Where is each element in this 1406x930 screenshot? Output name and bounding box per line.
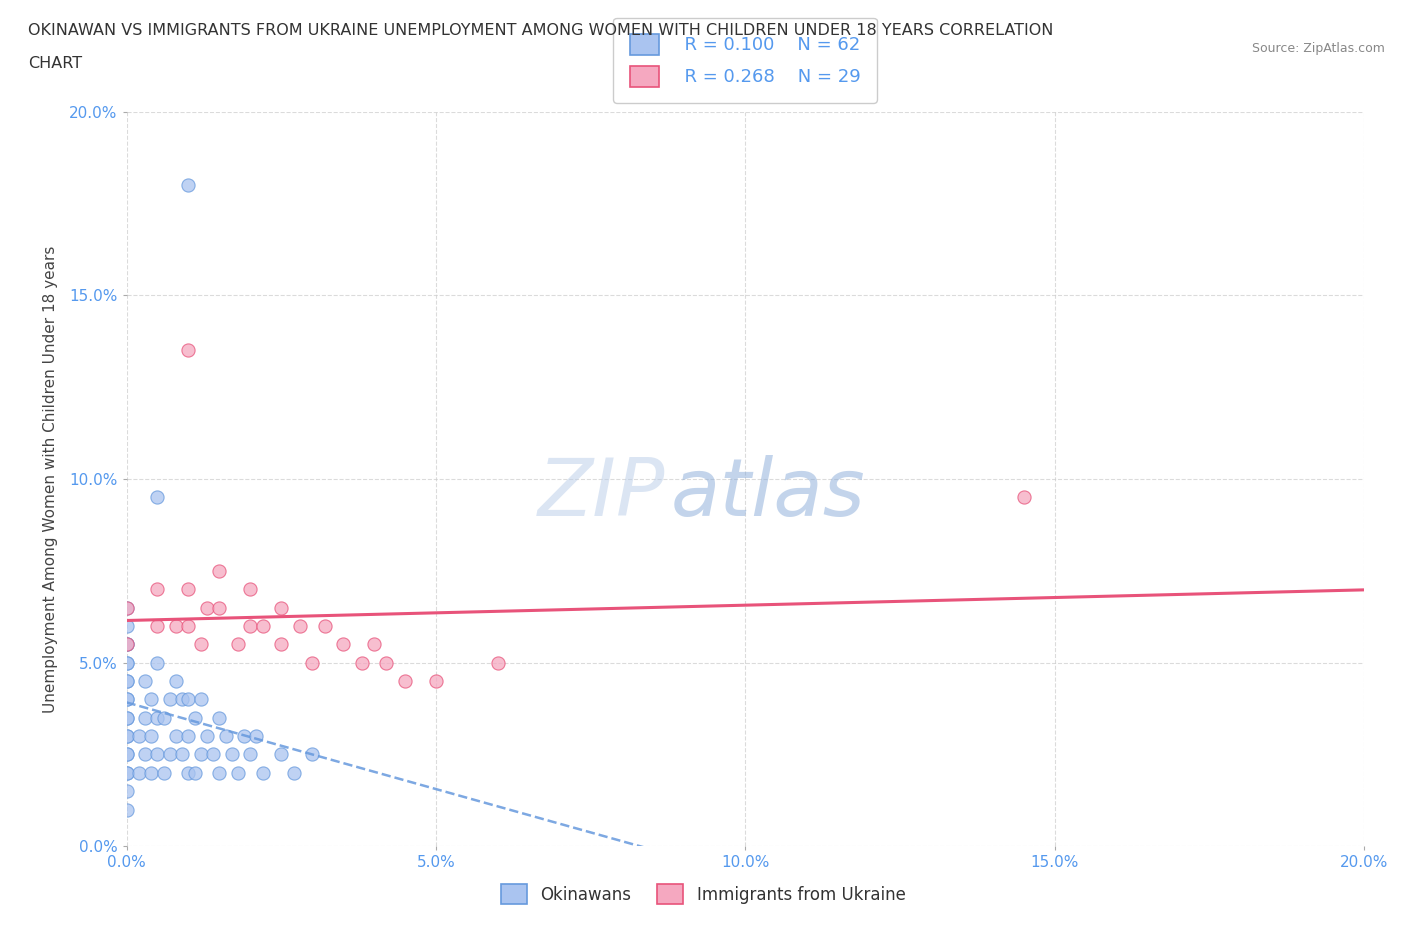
- Point: [128, 765, 150, 780]
- Point: [165, 618, 187, 633]
- Point: [177, 692, 200, 707]
- Point: [226, 765, 249, 780]
- Point: [165, 673, 187, 688]
- Point: [190, 692, 212, 707]
- Point: [239, 618, 262, 633]
- Point: [115, 692, 138, 707]
- Point: [190, 637, 212, 652]
- Point: [152, 765, 174, 780]
- Point: [146, 655, 169, 670]
- Point: [115, 729, 138, 744]
- Point: [159, 692, 181, 707]
- Point: [221, 747, 243, 762]
- Point: [270, 747, 292, 762]
- Point: [177, 582, 200, 597]
- Point: [115, 765, 138, 780]
- Point: [208, 711, 231, 725]
- Point: [195, 729, 218, 744]
- Point: [141, 729, 163, 744]
- Point: [115, 747, 138, 762]
- Point: [363, 637, 385, 652]
- Point: [115, 711, 138, 725]
- Y-axis label: Unemployment Among Women with Children Under 18 years: Unemployment Among Women with Children U…: [44, 246, 58, 712]
- Point: [146, 711, 169, 725]
- Point: [115, 747, 138, 762]
- Point: [301, 655, 323, 670]
- Point: [195, 600, 218, 615]
- Point: [288, 618, 311, 633]
- Point: [177, 178, 200, 193]
- Point: [314, 618, 336, 633]
- Point: [252, 618, 274, 633]
- Point: [394, 673, 416, 688]
- Point: [115, 673, 138, 688]
- Point: [208, 600, 231, 615]
- Text: CHART: CHART: [28, 56, 82, 71]
- Point: [239, 582, 262, 597]
- Point: [375, 655, 398, 670]
- Point: [183, 711, 205, 725]
- Point: [177, 618, 200, 633]
- Point: [146, 582, 169, 597]
- Point: [115, 784, 138, 799]
- Point: [226, 637, 249, 652]
- Legend: Okinawans, Immigrants from Ukraine: Okinawans, Immigrants from Ukraine: [488, 871, 918, 917]
- Point: [425, 673, 447, 688]
- Point: [115, 802, 138, 817]
- Text: atlas: atlas: [671, 455, 866, 533]
- Point: [208, 564, 231, 578]
- Point: [252, 765, 274, 780]
- Point: [165, 729, 187, 744]
- Point: [115, 765, 138, 780]
- Point: [141, 692, 163, 707]
- Point: [115, 600, 138, 615]
- Point: [115, 711, 138, 725]
- Point: [115, 600, 138, 615]
- Point: [208, 765, 231, 780]
- Point: [283, 765, 305, 780]
- Point: [1012, 490, 1035, 505]
- Point: [115, 637, 138, 652]
- Point: [115, 692, 138, 707]
- Point: [134, 673, 156, 688]
- Point: [152, 711, 174, 725]
- Point: [177, 343, 200, 358]
- Point: [115, 655, 138, 670]
- Point: [177, 729, 200, 744]
- Point: [202, 747, 225, 762]
- Point: [115, 637, 138, 652]
- Point: [190, 747, 212, 762]
- Point: [172, 747, 194, 762]
- Point: [146, 490, 169, 505]
- Point: [134, 711, 156, 725]
- Point: [270, 637, 292, 652]
- Point: [245, 729, 267, 744]
- Point: [332, 637, 354, 652]
- Point: [115, 673, 138, 688]
- Point: [115, 637, 138, 652]
- Point: [128, 729, 150, 744]
- Point: [115, 618, 138, 633]
- Point: [115, 729, 138, 744]
- Point: [177, 765, 200, 780]
- Legend:   R = 0.100    N = 62,   R = 0.268    N = 29: R = 0.100 N = 62, R = 0.268 N = 29: [613, 18, 877, 103]
- Point: [141, 765, 163, 780]
- Point: [214, 729, 236, 744]
- Point: [115, 655, 138, 670]
- Point: [270, 600, 292, 615]
- Point: [146, 747, 169, 762]
- Point: [146, 618, 169, 633]
- Text: OKINAWAN VS IMMIGRANTS FROM UKRAINE UNEMPLOYMENT AMONG WOMEN WITH CHILDREN UNDER: OKINAWAN VS IMMIGRANTS FROM UKRAINE UNEM…: [28, 23, 1053, 38]
- Point: [134, 747, 156, 762]
- Text: Source: ZipAtlas.com: Source: ZipAtlas.com: [1251, 42, 1385, 55]
- Point: [239, 747, 262, 762]
- Text: ZIP: ZIP: [537, 455, 665, 533]
- Point: [486, 655, 509, 670]
- Point: [233, 729, 256, 744]
- Point: [301, 747, 323, 762]
- Point: [159, 747, 181, 762]
- Point: [350, 655, 373, 670]
- Point: [183, 765, 205, 780]
- Point: [172, 692, 194, 707]
